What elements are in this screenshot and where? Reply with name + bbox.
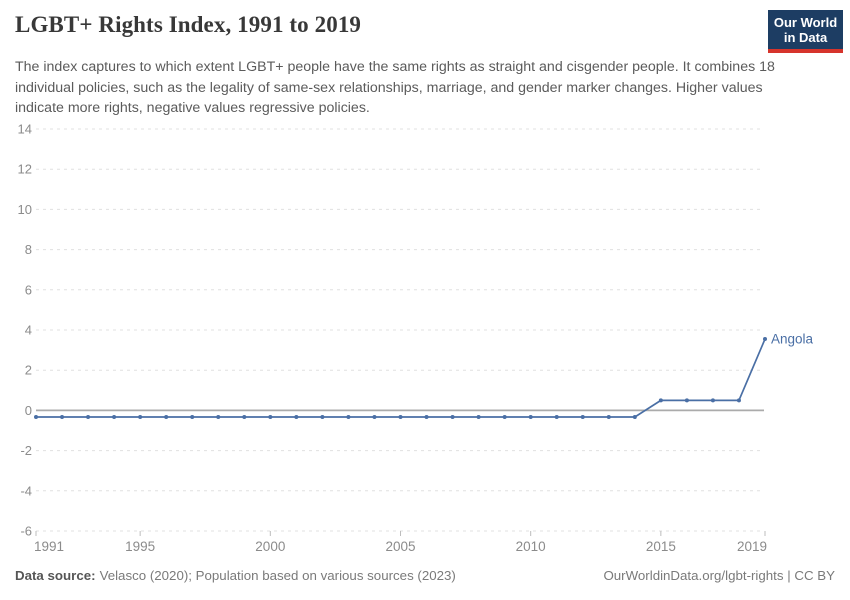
data-point[interactable] [684, 398, 689, 403]
data-point[interactable] [710, 398, 715, 403]
chart-subtitle: The index captures to which extent LGBT+… [15, 57, 775, 119]
data-point[interactable] [632, 415, 637, 420]
data-point[interactable] [346, 415, 351, 420]
owid-logo-line2: in Data [783, 30, 828, 45]
subtitle-line: changes. Higher values indicate more rig… [15, 79, 763, 117]
x-tick-label: 2005 [385, 539, 415, 554]
data-point[interactable] [242, 415, 247, 420]
data-source-text: Velasco (2020); Population based on vari… [99, 568, 456, 583]
entity-label: Angola [771, 332, 814, 347]
data-point[interactable] [164, 415, 169, 420]
data-point[interactable] [476, 415, 481, 420]
y-tick-label: -2 [20, 443, 32, 458]
credit-link[interactable]: OurWorldinData.org/lgbt-rights | CC BY [603, 568, 835, 583]
y-tick-label: 10 [18, 202, 32, 217]
y-tick-label: 0 [25, 403, 32, 418]
data-point[interactable] [606, 415, 611, 420]
x-tick-label: 2019 [737, 539, 767, 554]
owid-logo[interactable]: Our World in Data [768, 10, 843, 53]
data-point[interactable] [268, 415, 273, 420]
data-point[interactable] [86, 415, 91, 420]
data-point[interactable] [138, 415, 143, 420]
data-point[interactable] [763, 337, 767, 342]
x-tick-label: 2015 [646, 539, 676, 554]
data-point[interactable] [502, 415, 507, 420]
data-point[interactable] [320, 415, 325, 420]
data-point[interactable] [398, 415, 403, 420]
data-source-label: Data source: [15, 568, 96, 583]
data-point[interactable] [580, 415, 585, 420]
y-tick-label: 12 [18, 162, 32, 177]
data-point[interactable] [736, 398, 741, 403]
series-line [35, 338, 766, 418]
y-tick-label: 2 [25, 363, 32, 378]
data-point[interactable] [554, 415, 559, 420]
subtitle-line: The index captures to which extent LGBT+… [15, 59, 691, 75]
data-point[interactable] [294, 415, 299, 420]
y-tick-label: 14 [18, 122, 32, 137]
subtitle-line: combines 18 individual policies, such as… [15, 59, 775, 96]
y-tick-label: -4 [20, 483, 32, 498]
data-point[interactable] [216, 415, 221, 420]
x-tick-label: 1995 [125, 539, 155, 554]
y-tick-label: 6 [25, 282, 32, 297]
data-point[interactable] [372, 415, 377, 420]
y-tick-label: -6 [20, 524, 32, 539]
chart-footer: Data source: Velasco (2020); Population b… [15, 568, 835, 583]
x-tick-label: 2000 [255, 539, 285, 554]
y-tick-label: 8 [25, 242, 32, 257]
data-point[interactable] [424, 415, 429, 420]
x-tick-label: 2010 [516, 539, 546, 554]
data-source: Data source: Velasco (2020); Population b… [15, 568, 456, 583]
data-point[interactable] [528, 415, 533, 420]
data-point[interactable] [112, 415, 117, 420]
data-point[interactable] [450, 415, 455, 420]
data-point[interactable] [60, 415, 65, 420]
y-tick-label: 4 [25, 323, 32, 338]
data-point[interactable] [658, 398, 663, 403]
owid-logo-line1: Our World [773, 15, 838, 30]
chart-title: LGBT+ Rights Index, 1991 to 2019 [15, 12, 362, 37]
data-point[interactable] [34, 415, 38, 420]
data-point[interactable] [190, 415, 195, 420]
x-tick-label: 1991 [34, 539, 64, 554]
